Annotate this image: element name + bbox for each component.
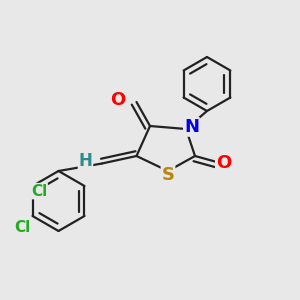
Text: H: H [79,152,92,170]
Text: N: N [184,118,199,136]
Text: Cl: Cl [14,220,31,236]
Text: O: O [216,154,231,172]
Text: S: S [161,166,175,184]
Text: O: O [110,91,125,109]
Text: Cl: Cl [31,184,47,199]
